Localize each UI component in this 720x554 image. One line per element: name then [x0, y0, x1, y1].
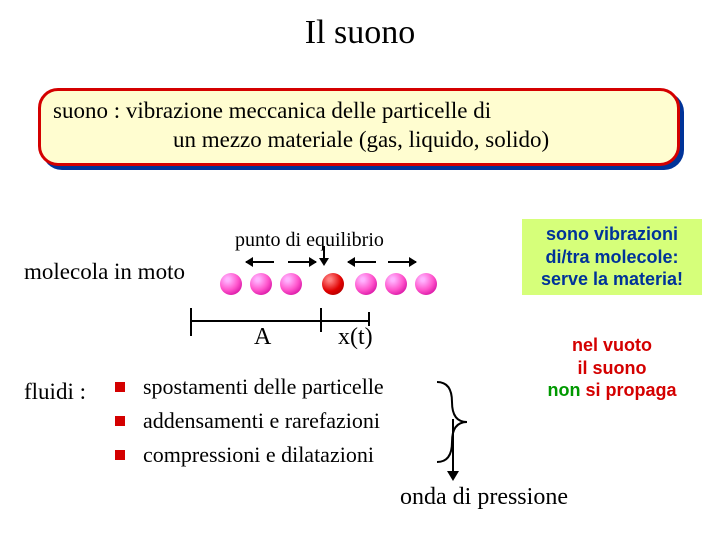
- bullet-text: spostamenti delle particelle: [143, 374, 384, 400]
- molecule-icon: [220, 273, 242, 295]
- ruler-a-label: A: [254, 324, 271, 351]
- fluidi-label: fluidi :: [24, 379, 86, 405]
- list-item: compressioni e dilatazioni: [115, 442, 384, 468]
- molecule-icon: [280, 273, 302, 295]
- sidenote-line: nel vuoto: [572, 335, 652, 355]
- sidenote-vacuum: nel vuoto il suono non si propaga: [522, 334, 702, 402]
- definition-line1: suono : vibrazione meccanica delle parti…: [53, 98, 491, 123]
- arrow-down-icon: [452, 419, 454, 479]
- bullet-icon: [115, 416, 125, 426]
- amplitude-ruler: A x(t): [190, 312, 450, 352]
- sidenote-line: si propaga: [580, 380, 676, 400]
- molecule-diagram: [210, 259, 460, 314]
- definition-line2: un mezzo materiale (gas, liquido, solido…: [173, 127, 549, 152]
- ruler-x-label: x(t): [338, 324, 373, 351]
- pressure-wave-label: onda di pressione: [400, 484, 568, 511]
- sidenote-line: sono vibrazioni: [546, 224, 678, 244]
- bullet-icon: [115, 450, 125, 460]
- sidenote-line: il suono: [578, 358, 647, 378]
- molecule-icon: [415, 273, 437, 295]
- arrow-right-icon: [388, 261, 416, 263]
- bullet-text: compressioni e dilatazioni: [143, 442, 374, 468]
- list-item: addensamenti e rarefazioni: [115, 408, 384, 434]
- sidenote-matter: sono vibrazioni di/tra molecole: serve l…: [522, 219, 702, 295]
- bullet-list: spostamenti delle particelle addensament…: [115, 374, 384, 476]
- list-item: spostamenti delle particelle: [115, 374, 384, 400]
- sidenote-line: di/tra molecole:: [545, 247, 678, 267]
- arrow-left-icon: [246, 261, 274, 263]
- definition-box: suono : vibrazione meccanica delle parti…: [38, 88, 680, 166]
- sidenote-emph: non: [547, 380, 580, 400]
- molecule-icon: [250, 273, 272, 295]
- arrow-left-icon: [348, 261, 376, 263]
- ruler-line-icon: [190, 320, 370, 322]
- sidenote-line: serve la materia!: [541, 269, 683, 289]
- molecule-center-icon: [322, 273, 344, 295]
- ruler-tick-icon: [190, 308, 192, 336]
- bullet-text: addensamenti e rarefazioni: [143, 408, 380, 434]
- bullet-icon: [115, 382, 125, 392]
- equilibrium-label: punto di equilibrio: [235, 229, 384, 252]
- arrow-right-icon: [288, 261, 316, 263]
- molecule-icon: [355, 273, 377, 295]
- page-title: Il suono: [0, 14, 720, 52]
- molecule-label: molecola in moto: [24, 259, 185, 285]
- molecule-icon: [385, 273, 407, 295]
- ruler-tick-icon: [320, 308, 322, 332]
